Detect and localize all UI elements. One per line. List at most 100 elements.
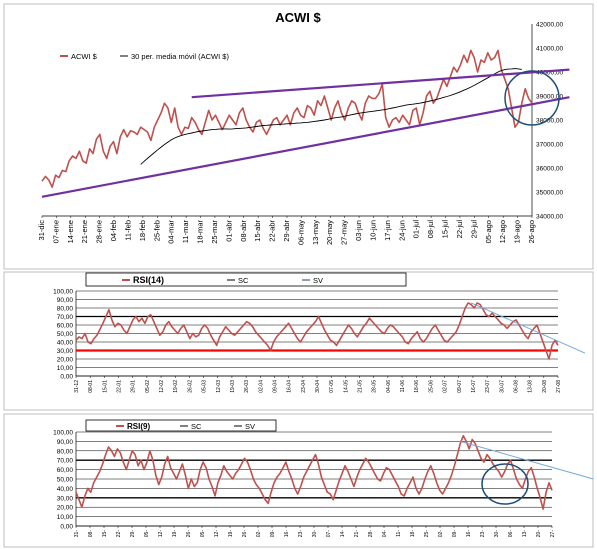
rsi9-y-tick-label: 90,00: [57, 439, 74, 446]
acwi-highlight-circle: [504, 70, 560, 126]
acwi-x-tick-label: 10-jun: [368, 220, 377, 241]
rsi9-legend-rsi: RSI(9): [127, 422, 150, 431]
acwi-x-tick-label: 11-mar: [181, 220, 190, 244]
rsi14-x-tick-label: 09-07: [457, 380, 463, 393]
acwi-chart-title: ACWI $: [275, 10, 321, 25]
rsi9-trendline-0: [460, 440, 594, 480]
rsi9-x-tick-label: 02-: [438, 530, 444, 538]
acwi-series-line-1: [140, 68, 522, 165]
rsi14-x-tick-label: 04-06: [386, 380, 392, 393]
rsi14-x-tick-label: 31-12: [74, 380, 80, 393]
rsi9-x-tick-label: 21-: [354, 530, 360, 538]
acwi-y-tick-label: 38000,00: [536, 118, 563, 125]
rsi9-x-tick-label: 05-: [200, 530, 206, 538]
acwi-y-tick-label: 34000,00: [536, 214, 563, 221]
rsi9-x-tick-label: 30-: [494, 530, 500, 538]
rsi9-chart-frame: [3, 413, 594, 548]
rsi9-x-tick-label: 07-: [326, 530, 332, 538]
acwi-x-tick-label: 22-jul: [455, 220, 464, 239]
rsi14-x-tick-label: 25-06: [428, 380, 434, 393]
rsi9-x-tick-label: 29-: [130, 530, 136, 538]
rsi9-y-tick-label: 30,00: [57, 495, 74, 502]
acwi-chart-frame: [3, 3, 594, 270]
rsi9-x-tick-label: 20-: [536, 530, 542, 538]
acwi-x-tick-label: 29-abr: [282, 220, 291, 242]
acwi-x-tick-label: 04-feb: [109, 220, 118, 241]
rsi9-x-tick-label: 19-: [228, 530, 234, 538]
acwi-x-tick-label: 21-ene: [80, 220, 89, 243]
acwi-x-tick-label: 04-mar: [167, 220, 176, 244]
acwi-y-tick-label: 35000,00: [536, 190, 563, 197]
acwi-y-tick-label: 36000,00: [536, 166, 563, 173]
rsi9-y-tick-label: 100,00: [53, 430, 73, 437]
acwi-x-tick-label: 01-jul: [412, 220, 421, 239]
acwi-y-tick-label: 40000,00: [536, 70, 563, 77]
rsi9-x-tick-label: 15-: [102, 530, 108, 538]
acwi-x-tick-label: 12-ago: [498, 220, 507, 243]
rsi9-x-tick-label: 12-: [214, 530, 220, 538]
rsi14-y-tick-label: 90,00: [57, 297, 74, 304]
rsi14-chart-frame: [3, 271, 594, 411]
acwi-x-tick-label: 17-jun: [383, 220, 392, 241]
rsi9-x-tick-label: 13-: [522, 530, 528, 538]
rsi14-y-tick-label: 40,00: [57, 340, 74, 347]
rsi14-x-tick-label: 29-01: [131, 380, 137, 393]
rsi14-x-tick-label: 02-04: [258, 380, 264, 393]
rsi14-x-tick-label: 26-03: [244, 380, 250, 393]
acwi-x-tick-label: 19-ago: [513, 220, 522, 243]
rsi14-x-tick-label: 09-04: [272, 380, 278, 393]
rsi14-x-tick-label: 16-07: [471, 380, 477, 393]
rsi9-y-tick-label: 10,00: [57, 514, 74, 521]
acwi-x-tick-label: 15-abr: [253, 220, 262, 242]
rsi14-x-tick-label: 06-08: [513, 380, 519, 393]
rsi9-x-tick-label: 23-: [480, 530, 486, 538]
rsi14-x-tick-label: 07-05: [329, 380, 335, 393]
acwi-x-tick-label: 25-mar: [210, 220, 219, 244]
rsi14-legend-sc: SC: [238, 276, 249, 285]
rsi9-y-tick-label: 40,00: [57, 486, 74, 493]
rsi9-y-tick-label: 80,00: [57, 448, 74, 455]
rsi9-x-tick-label: 22-: [116, 530, 122, 538]
rsi9-x-tick-label: 19-: [172, 530, 178, 538]
rsi9-x-tick-label: 06-: [508, 530, 514, 538]
acwi-legend-ma: 30 per. media móvil (ACWI $): [131, 52, 229, 61]
rsi14-y-tick-label: 70,00: [57, 314, 74, 321]
rsi9-y-tick-label: 20,00: [57, 505, 74, 512]
rsi9-y-tick-label: 60,00: [57, 467, 74, 474]
rsi9-highlight-circle: [481, 463, 529, 505]
rsi9-x-tick-label: 23-: [298, 530, 304, 538]
rsi14-x-tick-label: 28-05: [372, 380, 378, 393]
acwi-x-tick-label: 13-may: [311, 220, 320, 245]
rsi9-legend: RSI(9) SC SV: [85, 419, 277, 432]
acwi-x-tick-label: 11-feb: [123, 220, 132, 241]
acwi-x-tick-label: 28-ene: [95, 220, 104, 243]
rsi9-x-tick-label: 14-: [340, 530, 346, 538]
acwi-y-tick-label: 42000,00: [536, 22, 563, 29]
acwi-x-tick-label: 14-ene: [66, 220, 75, 243]
rsi14-x-tick-label: 19-03: [230, 380, 236, 393]
rsi14-x-tick-label: 02-07: [443, 380, 449, 393]
acwi-x-tick-label: 01-abr: [224, 220, 233, 242]
acwi-x-tick-label: 06-may: [296, 220, 305, 245]
rsi14-legend: RSI(14) SC SV: [85, 272, 407, 287]
acwi-y-tick-label: 37000,00: [536, 142, 563, 149]
acwi-x-tick-label: 24-jun: [397, 220, 406, 241]
acwi-x-tick-label: 20-may: [325, 220, 334, 245]
rsi9-x-tick-label: 05-: [144, 530, 150, 538]
rsi9-x-tick-label: 27-: [550, 530, 556, 538]
rsi9-y-tick-label: 0,00: [60, 524, 73, 531]
acwi-x-tick-label: 03-jun: [354, 220, 363, 241]
rsi14-x-tick-label: 22-01: [117, 380, 123, 393]
rsi14-x-tick-label: 12-02: [159, 380, 165, 393]
rsi9-x-tick-label: 09-: [452, 530, 458, 538]
acwi-x-tick-label: 25-feb: [152, 220, 161, 241]
rsi14-trendline-0: [470, 302, 586, 354]
acwi-legend: ACWI $ 30 per. media móvil (ACWI $): [60, 52, 229, 61]
acwi-x-tick-label: 31-dic: [37, 220, 46, 241]
rsi14-x-tick-label: 21-05: [358, 380, 364, 393]
rsi14-x-tick-label: 14-05: [343, 380, 349, 393]
rsi9-x-tick-label: 26-: [186, 530, 192, 538]
acwi-series-line-0: [41, 49, 533, 188]
rsi14-x-tick-label: 12-03: [216, 380, 222, 393]
rsi9-x-tick-label: 04-: [382, 530, 388, 538]
